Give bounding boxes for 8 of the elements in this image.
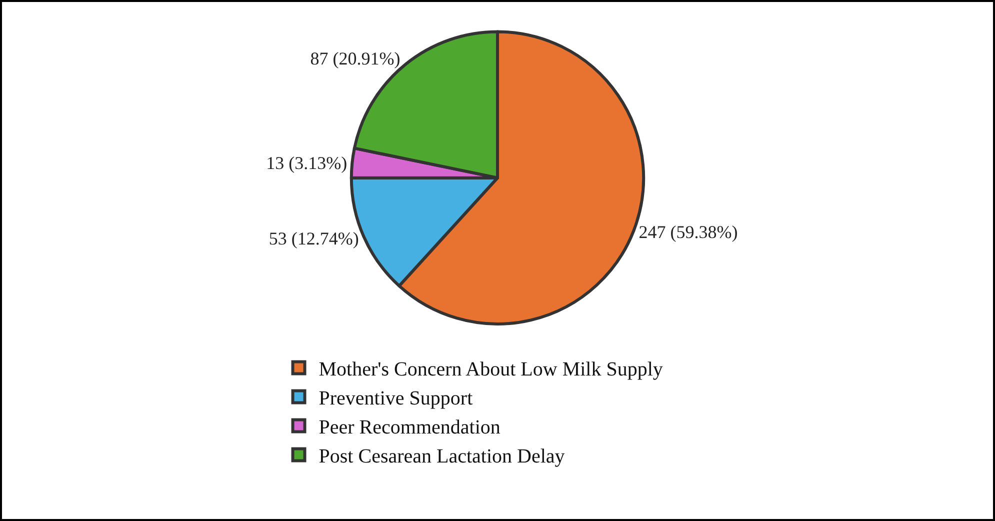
- data-label: 247 (59.38%): [638, 222, 738, 242]
- data-label: 53 (12.74%): [268, 228, 359, 249]
- legend-label: Peer Recommendation: [318, 416, 500, 439]
- data-label: 13 (3.13%): [266, 152, 348, 173]
- legend-label: Preventive Support: [318, 388, 474, 410]
- legend-label: Post Cesarean Lactation Delay: [318, 446, 565, 468]
- legend-label: Mother's Concern About Low Milk Supply: [318, 358, 663, 381]
- data-label: 87 (20.91%): [310, 48, 400, 69]
